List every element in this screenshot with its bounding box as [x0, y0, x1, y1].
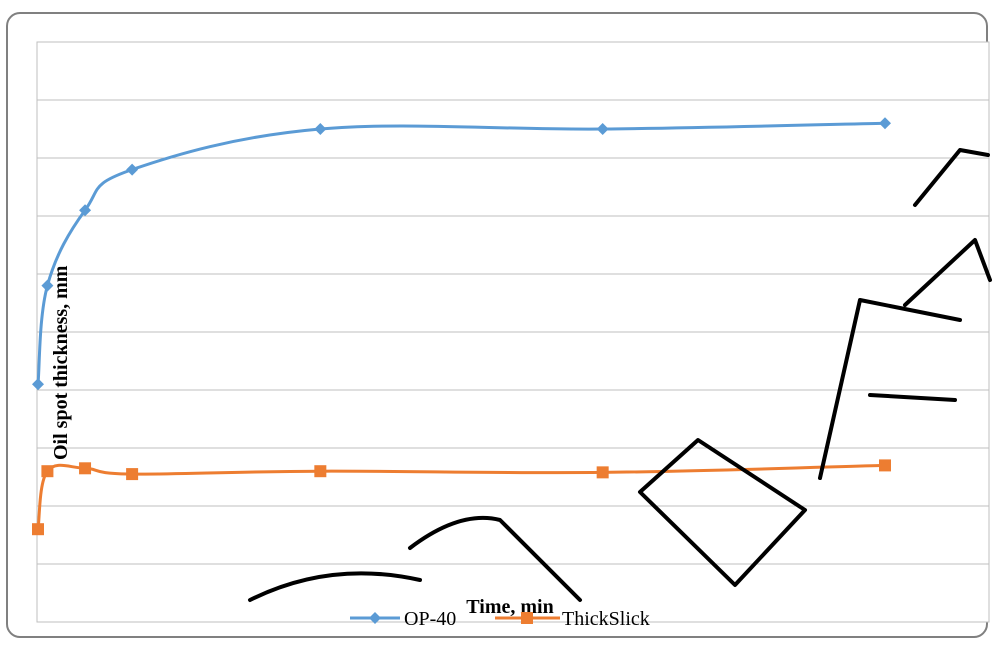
legend-label-op40: OP-40	[404, 608, 456, 630]
x-axis-title: Time, min	[466, 596, 553, 618]
data-point-op-40	[314, 123, 327, 135]
data-point-op-40	[41, 279, 54, 292]
data-point-thickslick	[126, 468, 139, 481]
data-point-op-40	[596, 123, 609, 135]
data-point-op-40	[126, 163, 139, 176]
watermark: й Кар	[248, 148, 992, 641]
legend-marker-thickslick	[521, 612, 533, 624]
legend-label-thickslick: ThickSlick	[562, 608, 650, 630]
data-point-thickslick	[41, 465, 54, 478]
y-axis-title: Oil spot thickness, mm	[50, 265, 72, 460]
gridlines	[37, 99, 989, 565]
watermark-stroke-2	[248, 515, 582, 602]
legend: OP-40 ThickSlick	[350, 608, 650, 630]
data-point-thickslick	[314, 465, 327, 478]
data-point-thickslick	[879, 459, 891, 472]
data-point-op-40	[879, 117, 891, 130]
data-point-thickslick	[596, 466, 609, 479]
data-point-op-40	[79, 204, 92, 217]
series-line-thickslick	[36, 463, 886, 530]
data-point-thickslick	[32, 523, 44, 536]
watermark-text: й Кар	[720, 638, 723, 641]
data-point-thickslick	[79, 462, 92, 475]
series-layer	[32, 117, 891, 536]
data-point-op-40	[32, 378, 44, 391]
watermark-stroke	[638, 148, 992, 587]
series-line-op-40	[36, 121, 886, 385]
legend-marker-op40	[369, 612, 381, 624]
